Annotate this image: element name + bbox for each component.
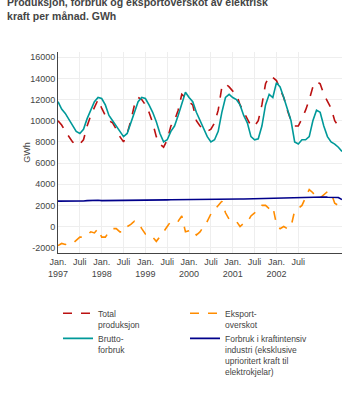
- svg-text:Jan.2000: Jan.2000: [179, 257, 199, 279]
- svg-text:Totalproduksjon: Totalproduksjon: [98, 309, 140, 330]
- svg-text:16000: 16000: [30, 52, 55, 62]
- svg-text:2000: 2000: [35, 201, 55, 211]
- svg-text:Forbruk i kraftintensivindustr: Forbruk i kraftintensivindustri (eksklus…: [225, 334, 307, 377]
- svg-text:6000: 6000: [35, 158, 55, 168]
- svg-text:Jan.1998: Jan.1998: [92, 257, 112, 279]
- svg-text:4000: 4000: [35, 179, 55, 189]
- svg-text:10000: 10000: [30, 116, 55, 126]
- svg-text:GWh: GWh: [22, 142, 32, 163]
- svg-text:Juli: Juli: [73, 257, 87, 267]
- svg-text:Eksport-overskot: Eksport-overskot: [225, 309, 258, 330]
- svg-text:Juli: Juli: [160, 257, 174, 267]
- svg-text:Brutto-forbruk: Brutto-forbruk: [98, 334, 125, 355]
- svg-text:8000: 8000: [35, 137, 55, 147]
- svg-text:Juli: Juli: [248, 257, 262, 267]
- svg-text:Jan.2002: Jan.2002: [266, 257, 286, 279]
- svg-text:0: 0: [50, 222, 55, 232]
- svg-text:12000: 12000: [30, 95, 55, 105]
- svg-text:Juli: Juli: [117, 257, 131, 267]
- svg-text:Juli: Juli: [292, 257, 306, 267]
- svg-text:Juli: Juli: [204, 257, 218, 267]
- svg-text:Jan.2001: Jan.2001: [223, 257, 243, 279]
- svg-text:Produksjon, forbruk og eksport: Produksjon, forbruk og eksportoverskot a…: [7, 0, 268, 22]
- svg-text:Jan.1999: Jan.1999: [135, 257, 155, 279]
- svg-text:-2000: -2000: [32, 243, 55, 253]
- svg-text:Jan.1997: Jan.1997: [48, 257, 68, 279]
- svg-text:14000: 14000: [30, 74, 55, 84]
